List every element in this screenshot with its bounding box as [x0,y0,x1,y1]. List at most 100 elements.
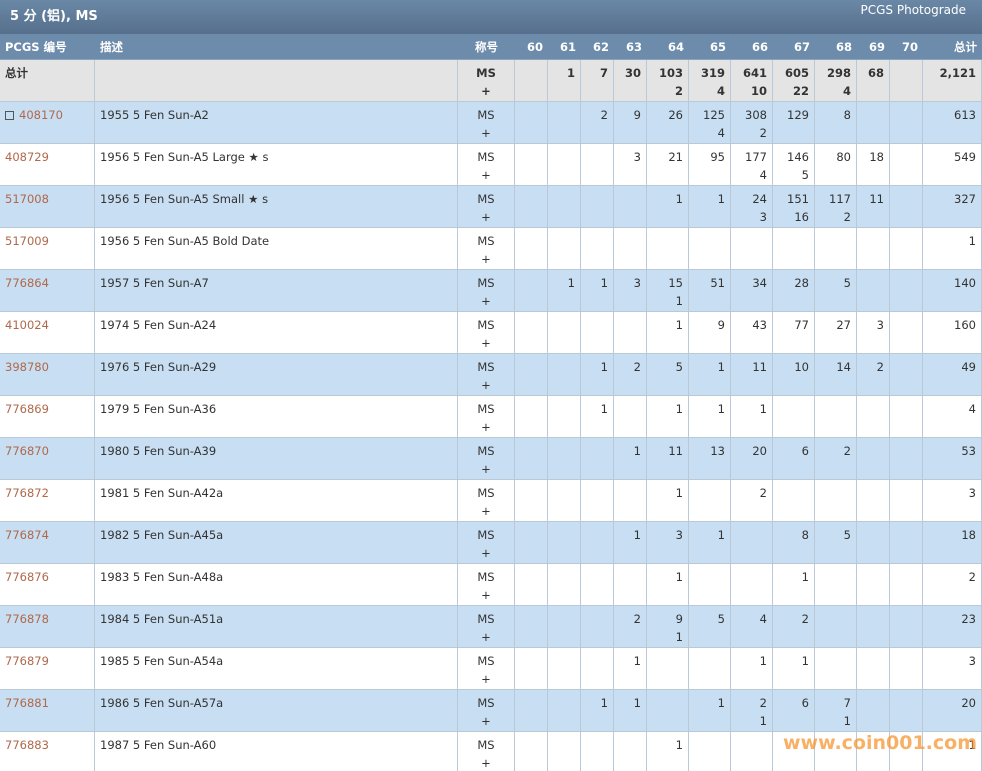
cell-line: 1974 5 Fen Sun-A24 [100,318,217,332]
expand-icon[interactable] [5,111,14,120]
grade-count [581,186,614,228]
pcgs-link[interactable]: 776881 [5,696,49,710]
grade-count: 641 10 [731,60,773,102]
grade-count [548,312,581,354]
grade-count: 11 [647,438,689,480]
description: 1974 5 Fen Sun-A24 [95,312,458,354]
cell-line: 1985 5 Fen Sun-A54a [100,654,224,668]
row-total: 160 [923,312,982,354]
grade-count [614,480,647,522]
pcgs-link[interactable]: 517009 [5,234,49,248]
cell-line: 2 [843,210,851,224]
pcgs-link[interactable]: 776874 [5,528,49,542]
cell-line: 2 [876,360,884,374]
cell-line: 1 [759,714,767,728]
grade-count [857,228,890,270]
grade-count [890,648,923,690]
grade-count: 21 [647,144,689,186]
grade-count [857,270,890,312]
watermark: www.coin001.com [783,732,978,754]
pcgs-link[interactable]: 776876 [5,570,49,584]
cell-line: 1 [675,486,683,500]
cell-line: + [481,672,491,686]
grade-count: 20 [731,438,773,480]
grade-count [515,648,548,690]
grade-count [581,480,614,522]
cell-line: MS [477,192,495,206]
grade-count: 125 4 [689,102,731,144]
grade-count [548,228,581,270]
cell-line: 140 [954,276,976,290]
grade-count: 1 [689,522,731,564]
cell-line: 4 [968,402,976,416]
grade-count: 30 [614,60,647,102]
grade-count: 2 [773,606,815,648]
cell-line: 4 [842,84,851,98]
pcgs-number: 776878 [0,606,95,648]
cell-line: 1976 5 Fen Sun-A29 [100,360,217,374]
cell-line: + [481,378,491,392]
cell-line: 1 [567,276,575,290]
pcgs-link[interactable]: 517008 [5,192,49,206]
row-total: 49 [923,354,982,396]
grade-count: 15 1 [647,270,689,312]
cell-line: 103 [658,66,683,80]
description: 1983 5 Fen Sun-A48a [95,564,458,606]
pcgs-link[interactable]: 776869 [5,402,49,416]
pcgs-link[interactable]: 398780 [5,360,49,374]
grade-count: 1 [773,648,815,690]
cell-line: MS [477,654,495,668]
description: 1981 5 Fen Sun-A42a [95,480,458,522]
grade-count: 5 [815,522,857,564]
grade-count [890,144,923,186]
cell-line: 7 [843,696,851,710]
pcgs-link[interactable]: 408729 [5,150,49,164]
description: 1957 5 Fen Sun-A7 [95,270,458,312]
pcgs-link[interactable]: 776864 [5,276,49,290]
cell-line: 7 [599,66,608,80]
pcgs-link[interactable]: 776879 [5,654,49,668]
cell-line: 1 [675,294,683,308]
pcgs-number: 517008 [0,186,95,228]
cell-line: MS [477,612,495,626]
grade-count [515,480,548,522]
cell-line: MS [477,570,495,584]
cell-line: + [481,168,491,182]
description: 1986 5 Fen Sun-A57a [95,690,458,732]
row-total: 549 [923,144,982,186]
cell-line: 1 [717,360,725,374]
cell-line: 20 [752,444,767,458]
grade-count: 80 [815,144,857,186]
designation: MS + [458,270,515,312]
cell-line: MS [477,150,495,164]
cell-line: 1 [717,696,725,710]
grade-count: 34 [731,270,773,312]
cell-line: 5 [675,360,683,374]
pcgs-link[interactable]: 408170 [19,108,63,122]
pcgs-link[interactable]: 410024 [5,318,49,332]
grade-count [548,102,581,144]
pcgs-link[interactable]: 776872 [5,486,49,500]
cell-line: + [481,462,491,476]
cell-line: 1 [600,696,608,710]
cell-line: 1 [600,360,608,374]
grade-count [731,564,773,606]
grade-count [773,480,815,522]
pcgs-number: 776883 [0,732,95,771]
cell-line: 68 [867,66,884,80]
cell-line: 2 [843,444,851,458]
cell-line: 2 [674,84,683,98]
row-total: 1 [923,228,982,270]
grade-count [548,144,581,186]
pcgs-link[interactable]: 776878 [5,612,49,626]
cell-line: 20 [961,696,976,710]
pcgs-link[interactable]: 776870 [5,444,49,458]
cell-line: 6 [801,696,809,710]
grade-count: 3 [647,522,689,564]
cell-line: 13 [710,444,725,458]
photograde-link[interactable]: PCGS Photograde [860,3,966,17]
cell-line: 1 [717,192,725,206]
cell-line: + [481,294,491,308]
pcgs-link[interactable]: 776883 [5,738,49,752]
cell-line: 1957 5 Fen Sun-A7 [100,276,209,290]
